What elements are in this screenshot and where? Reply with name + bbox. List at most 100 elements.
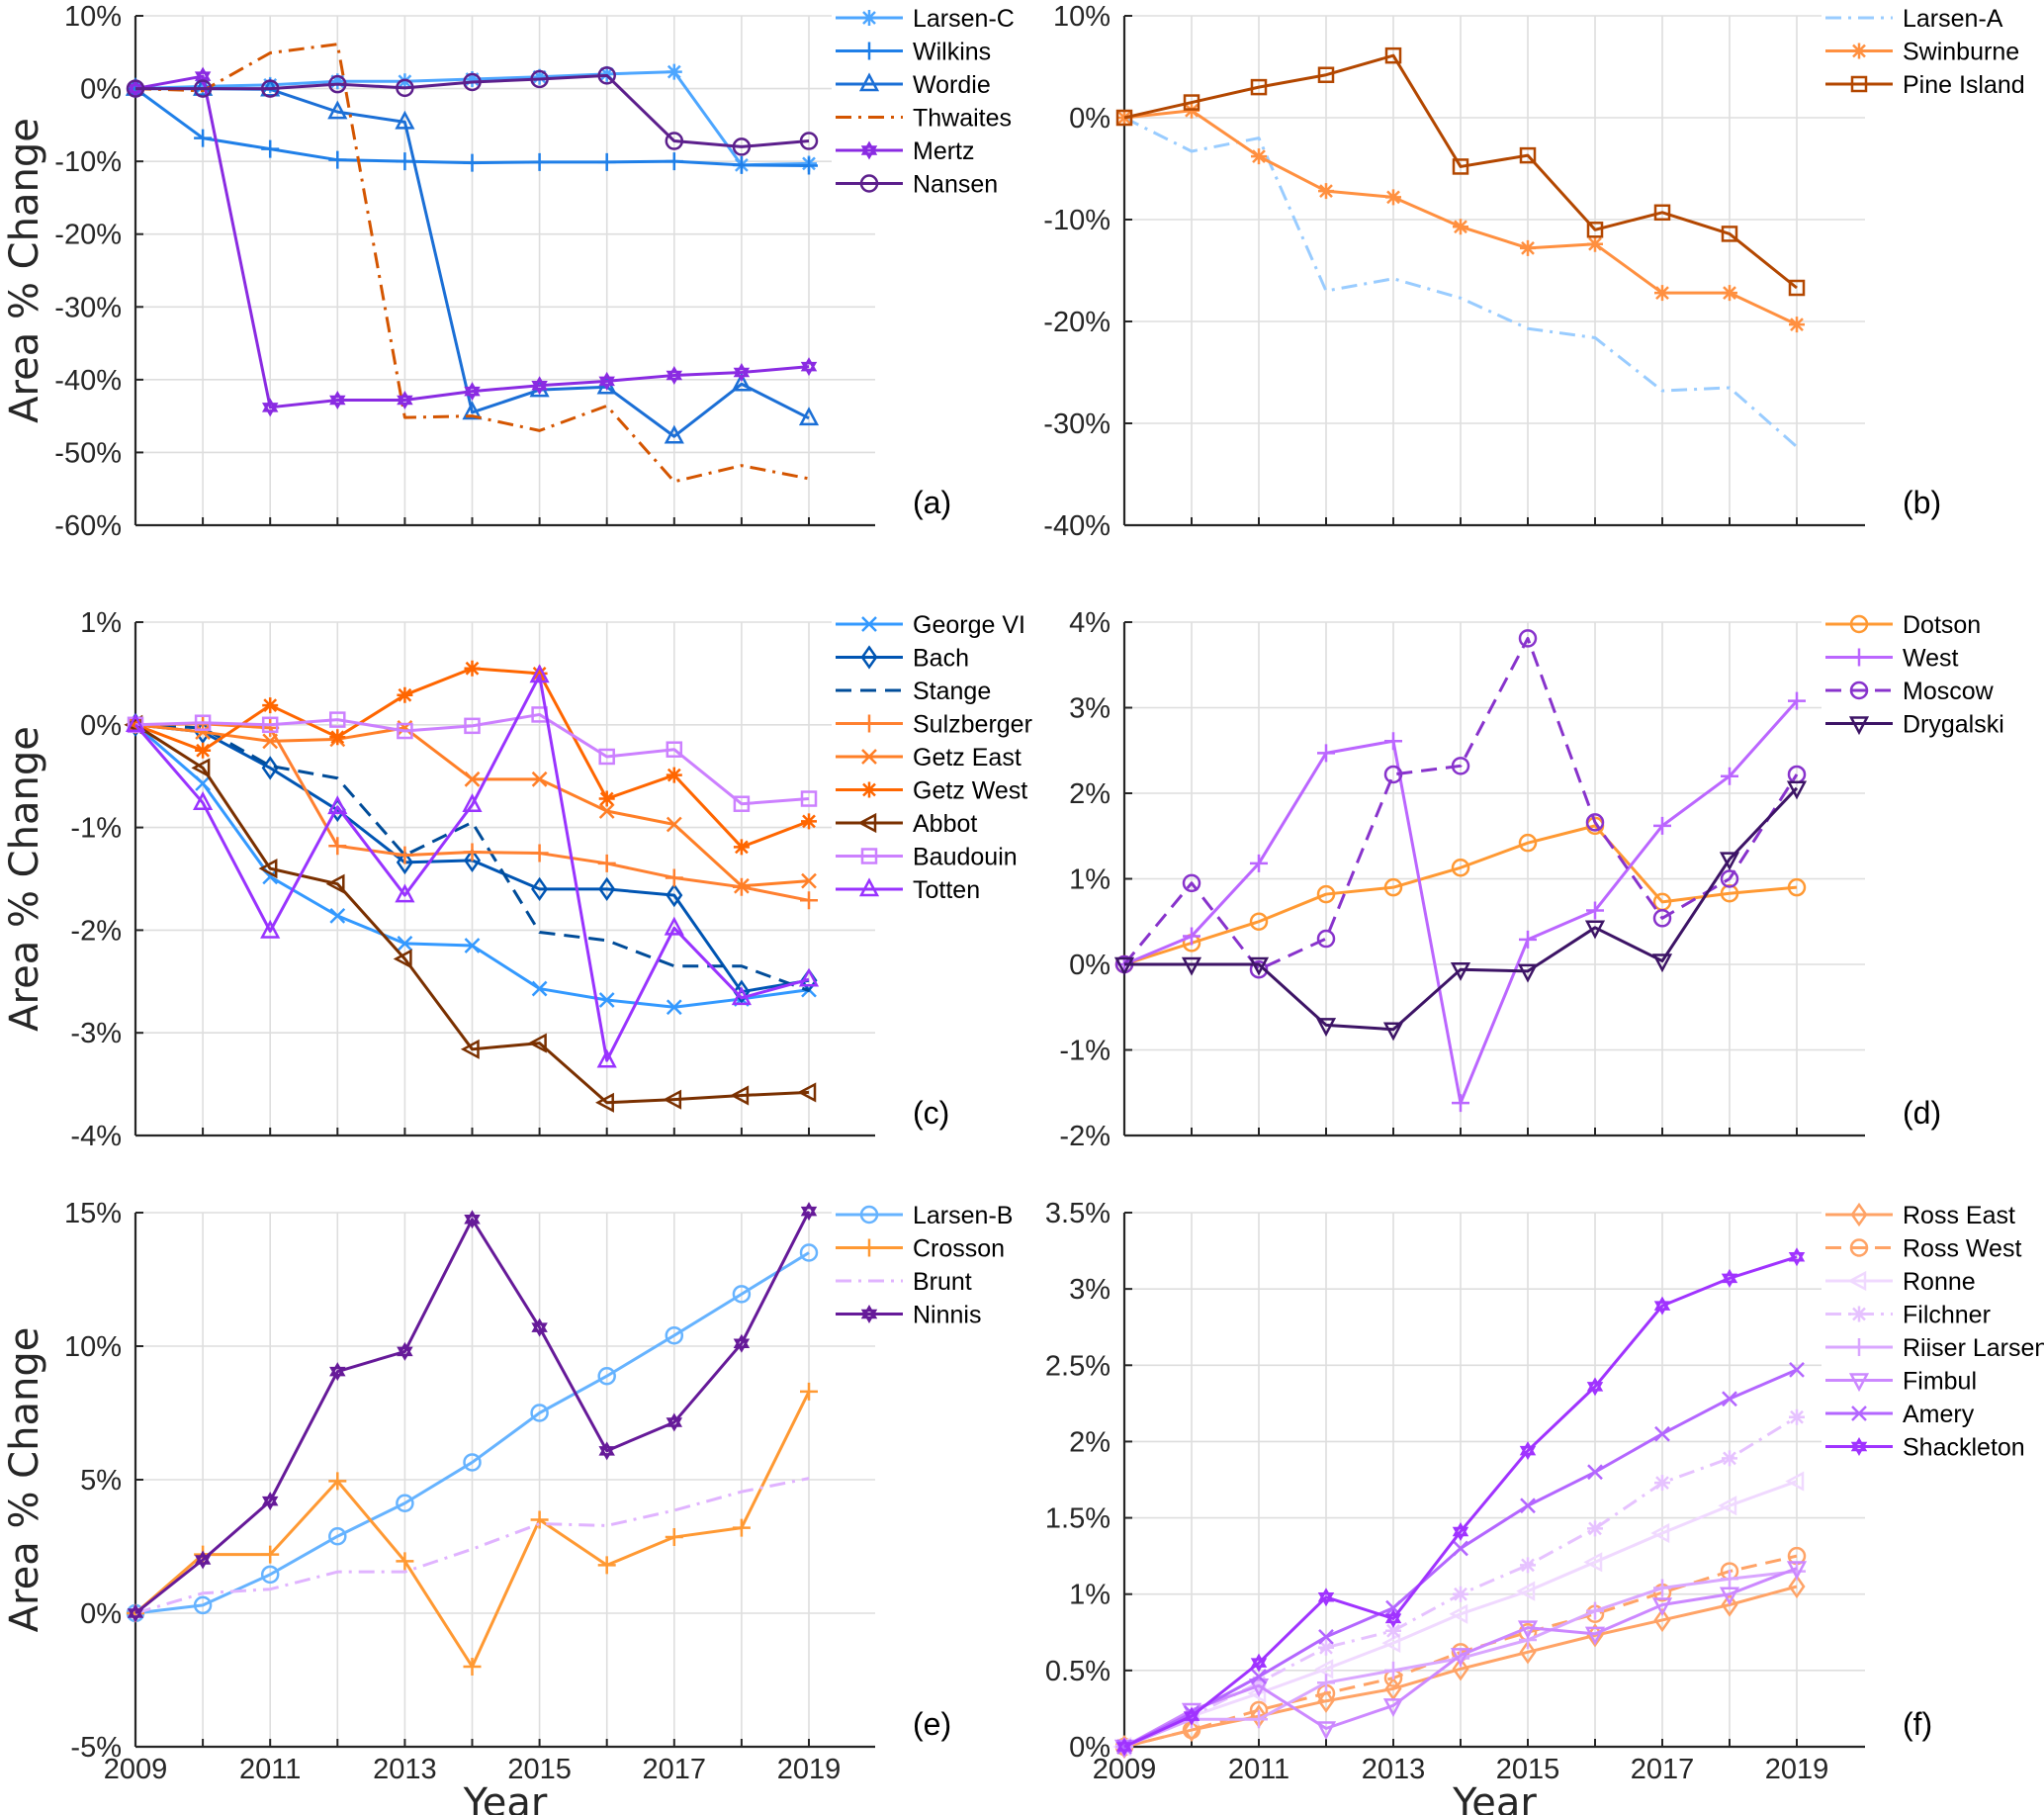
series-line <box>134 723 810 993</box>
series-pine-island <box>1115 46 1806 297</box>
data-point <box>1115 1737 1133 1757</box>
data-point <box>598 1441 615 1461</box>
data-point <box>397 722 413 740</box>
y-tick-label: 3% <box>1069 1274 1111 1306</box>
y-tick-label: 2.5% <box>1045 1350 1111 1382</box>
data-point <box>1788 691 1806 710</box>
data-point <box>396 846 414 864</box>
y-tick-label: -60% <box>54 510 122 542</box>
data-point <box>798 407 820 426</box>
data-point <box>1651 1597 1673 1617</box>
data-point <box>1785 1471 1805 1492</box>
data-point <box>1315 1018 1337 1038</box>
data-point <box>666 1412 683 1432</box>
legend-label: Ronne <box>1903 1268 1976 1296</box>
legend-marker <box>1850 1338 1868 1356</box>
legend-label: Wilkins <box>913 39 991 66</box>
hexagram-part <box>397 390 413 406</box>
series-moscow <box>1114 629 1807 979</box>
data-point <box>1788 279 1806 297</box>
hexagram-part <box>1788 1247 1806 1262</box>
data-point <box>463 1658 482 1676</box>
legend-marker <box>860 140 878 160</box>
data-point <box>1115 109 1133 127</box>
legend-item: Stange <box>836 678 991 705</box>
data-point <box>1520 239 1536 256</box>
series-stange <box>134 723 810 993</box>
data-point <box>396 1552 414 1571</box>
data-point <box>1517 1620 1539 1640</box>
data-point <box>1718 1496 1737 1516</box>
x-tick-label: 2013 <box>1362 1754 1426 1785</box>
data-point <box>460 1039 480 1059</box>
data-point <box>1249 912 1269 931</box>
data-point <box>1519 1631 1537 1649</box>
data-point <box>329 1362 346 1382</box>
data-point <box>598 790 615 807</box>
legend-marker <box>860 42 878 60</box>
data-point <box>1316 884 1336 904</box>
hexagram-part <box>1586 1382 1604 1397</box>
y-tick-label: -20% <box>54 220 122 251</box>
data-point <box>464 938 481 953</box>
hexagram-part <box>464 386 481 402</box>
hexagram-part <box>1250 1658 1268 1673</box>
legend-marker <box>1847 1270 1867 1292</box>
data-point <box>1385 189 1401 206</box>
legend-marker <box>861 749 877 765</box>
data-point <box>1251 1675 1267 1691</box>
legend-item: Baudouin <box>836 844 1018 871</box>
data-point <box>261 398 279 417</box>
legend-label: Shackleton <box>1903 1434 2025 1462</box>
data-point <box>1384 1661 1402 1679</box>
legend-marker <box>859 1205 879 1225</box>
legend-label: Sulzberger <box>913 711 1032 739</box>
legend: Larsen-B Crosson Brunt Ninnis <box>832 1201 1049 1339</box>
series-drygalski <box>1113 780 1808 1042</box>
y-tick-label: -1% <box>70 813 122 845</box>
legend-item: Thwaites <box>836 105 1012 133</box>
data-point <box>597 152 616 171</box>
data-point <box>1518 629 1538 648</box>
data-point <box>1721 1268 1738 1288</box>
hexagram-part <box>1519 1445 1537 1461</box>
data-point <box>329 390 346 409</box>
data-point <box>598 992 615 1008</box>
legend-label: Larsen-A <box>1903 5 2003 33</box>
data-point <box>732 155 751 174</box>
x-tick-label: 2019 <box>1765 1754 1829 1785</box>
data-point <box>464 1210 481 1229</box>
legend-label: Getz East <box>913 744 1022 771</box>
data-point <box>329 711 346 728</box>
data-point <box>799 1243 819 1262</box>
data-point <box>1587 1520 1603 1537</box>
data-point <box>463 843 482 862</box>
series-line <box>134 1251 810 1615</box>
data-point <box>397 73 413 90</box>
x-tick-label: 2015 <box>507 1754 572 1785</box>
legend-label: Brunt <box>913 1268 972 1296</box>
legend-label: Amery <box>1903 1401 1975 1428</box>
series-line <box>1123 1567 1798 1749</box>
legend-label: Ross East <box>1903 1202 2015 1229</box>
series-baudouin <box>127 706 818 812</box>
data-point <box>260 79 280 98</box>
hexagram-part <box>127 83 144 99</box>
data-point <box>732 137 752 156</box>
series-line <box>134 74 810 409</box>
data-point <box>800 891 818 910</box>
data-point <box>1721 1570 1738 1588</box>
legend-marker <box>860 645 878 670</box>
hexagram-part <box>800 361 818 377</box>
hexagram-part <box>1850 1436 1868 1452</box>
data-point <box>1786 780 1808 800</box>
y-tick-label: 2% <box>1069 778 1111 810</box>
data-point <box>1183 927 1200 946</box>
data-point <box>195 724 211 740</box>
series-line <box>1122 636 1799 971</box>
y-tick-label: -40% <box>1043 510 1111 542</box>
hexagram-part <box>598 376 615 391</box>
data-point <box>530 152 549 171</box>
y-axis-title: Area % Change <box>2 1327 47 1633</box>
data-point <box>1250 854 1268 872</box>
